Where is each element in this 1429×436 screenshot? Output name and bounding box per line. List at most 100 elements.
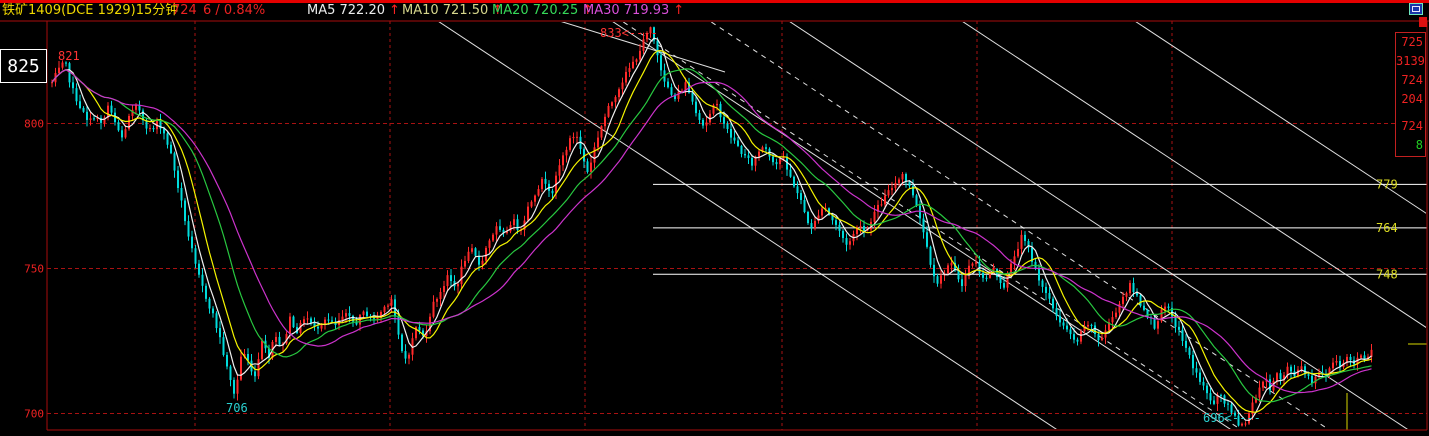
candle-down [121, 126, 123, 142]
candle-down [1290, 364, 1292, 379]
channel-line-dashed [710, 22, 1329, 429]
candle-down [166, 131, 169, 149]
candle-down [348, 306, 351, 323]
candle-up [943, 269, 946, 282]
candle-up [611, 101, 613, 109]
candle-down [1325, 369, 1327, 382]
candle-down [1185, 334, 1187, 353]
candle-up [877, 200, 879, 219]
candle-down [674, 92, 676, 102]
candle-down [110, 100, 113, 116]
candle-down [233, 377, 235, 399]
candle-up [509, 221, 512, 234]
channel-line [789, 22, 1408, 429]
candle-up [345, 309, 347, 324]
candle-down [247, 348, 249, 366]
candle-down [366, 307, 368, 318]
candle-down [404, 344, 407, 364]
candle-down [1213, 396, 1215, 406]
grid [47, 21, 1427, 430]
candle-up [1157, 318, 1159, 335]
candle-up [821, 206, 823, 220]
candle-down [401, 333, 403, 353]
restore-window-icon[interactable] [1409, 3, 1423, 15]
price-annotation: 833<---- [600, 26, 658, 40]
candle-down [842, 229, 844, 243]
candle-down [68, 61, 71, 88]
candle-down [215, 311, 218, 333]
candle-down [586, 158, 589, 174]
candle-down [173, 151, 176, 178]
candle-up [408, 352, 410, 365]
candle-down [1059, 309, 1061, 327]
candle-up [1111, 311, 1114, 329]
candle-up [61, 60, 64, 70]
candle-down [1202, 377, 1205, 391]
candle-up [464, 255, 466, 270]
candle-up [457, 281, 459, 294]
candle-up [607, 103, 610, 118]
chart-frame [0, 20, 1429, 431]
candle-up [439, 287, 442, 307]
candle-up [383, 305, 386, 315]
candle-up [1006, 271, 1009, 292]
candles [51, 26, 1373, 427]
candle-up [460, 259, 463, 290]
candle-down [373, 311, 375, 325]
candle-down [1339, 355, 1341, 372]
candle-down [194, 244, 197, 269]
candle-down [292, 315, 295, 329]
candle-down [219, 321, 221, 344]
candle-down [184, 198, 186, 226]
candle-up [1276, 372, 1278, 386]
candle-up [1262, 380, 1264, 392]
candle-down [1181, 323, 1184, 346]
candle-down [352, 314, 354, 327]
candle-down [702, 117, 704, 129]
candle-up [642, 32, 645, 55]
candle-down [730, 122, 732, 144]
candle-up [1360, 353, 1362, 360]
candle-up [635, 58, 638, 66]
candle-down [775, 158, 778, 170]
candle-down [803, 195, 806, 214]
candle-down [905, 172, 907, 188]
candle-down [982, 268, 984, 282]
price-annotation: 706 [226, 401, 248, 415]
candle-down [933, 258, 935, 283]
candle-down [765, 143, 767, 153]
candle-up [1017, 241, 1019, 258]
candle-up [432, 295, 435, 319]
candle-up [236, 375, 239, 401]
candle-up [572, 132, 575, 144]
candle-up [537, 185, 540, 197]
candle-up [576, 131, 578, 144]
candle-up [436, 297, 438, 307]
candle-down [1153, 315, 1156, 330]
candle-up [884, 189, 886, 209]
candle-down [800, 189, 802, 205]
price-annotation: 696<---- [1203, 411, 1261, 425]
candle-down [72, 76, 74, 94]
candle-down [334, 317, 337, 330]
candle-down [79, 94, 81, 110]
channel-line [438, 22, 1057, 429]
candle-down [170, 141, 172, 155]
candle-up [1101, 333, 1103, 342]
up-arrow-icon: ↑ [673, 3, 685, 18]
candle-down [1206, 383, 1208, 400]
candle-down [327, 313, 330, 325]
quote-panel-marker [1419, 17, 1427, 27]
candle-down [1048, 286, 1051, 303]
candle-up [446, 270, 449, 292]
candle-down [1097, 331, 1100, 347]
candle-up [124, 125, 127, 139]
candle-down [117, 119, 120, 132]
candle-down [313, 317, 316, 331]
candle-up [705, 116, 708, 133]
axis-label: 800 [24, 118, 44, 131]
candle-down [660, 51, 662, 77]
candle-up [481, 256, 484, 270]
candle-up [1258, 380, 1261, 403]
